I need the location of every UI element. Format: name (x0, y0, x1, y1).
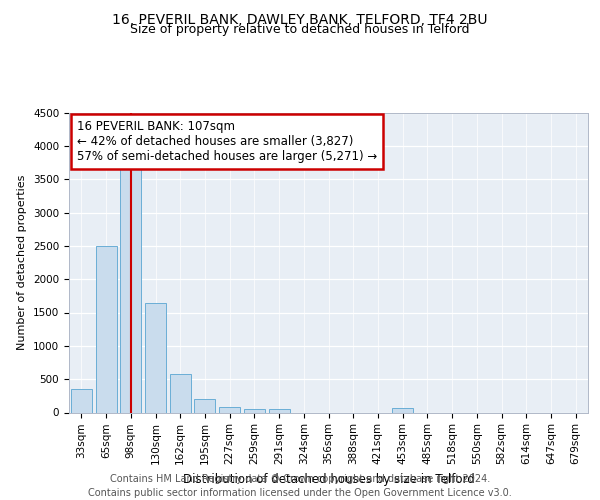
Bar (244, 409, 265, 412)
Y-axis label: Number of detached properties: Number of detached properties (17, 175, 28, 350)
Bar (269, 409, 290, 412)
Bar (95, 246, 116, 412)
Text: 16 PEVERIL BANK: 107sqm
← 42% of detached houses are smaller (3,827)
57% of semi: 16 PEVERIL BANK: 107sqm ← 42% of detache… (77, 120, 377, 163)
Bar (392, 408, 413, 412)
Bar (120, 162, 141, 412)
Bar (145, 302, 166, 412)
Text: Size of property relative to detached houses in Telford: Size of property relative to detached ho… (130, 24, 470, 36)
Text: Contains HM Land Registry data © Crown copyright and database right 2024.
Contai: Contains HM Land Registry data © Crown c… (88, 474, 512, 498)
Text: 16, PEVERIL BANK, DAWLEY BANK, TELFORD, TF4 2BU: 16, PEVERIL BANK, DAWLEY BANK, TELFORD, … (112, 12, 488, 26)
Bar (194, 398, 215, 412)
Bar (219, 406, 240, 412)
X-axis label: Distribution of detached houses by size in Telford: Distribution of detached houses by size … (182, 472, 475, 486)
Bar (170, 374, 191, 412)
Bar (71, 389, 92, 412)
